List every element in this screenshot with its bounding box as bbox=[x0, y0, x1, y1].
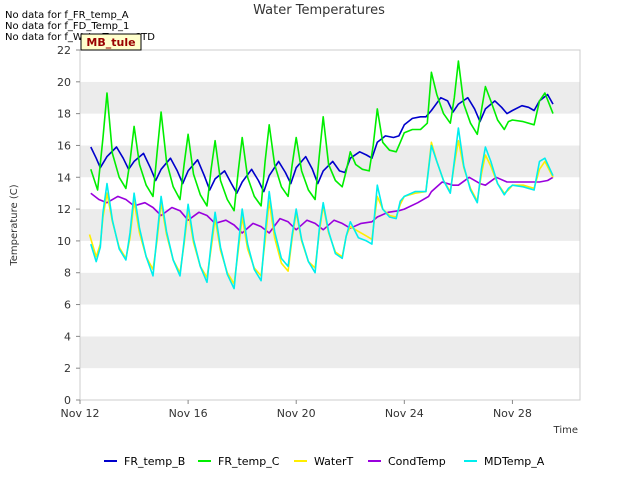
legend-label-condtemp: CondTemp bbox=[388, 455, 446, 468]
y-tick-label: 4 bbox=[64, 330, 71, 343]
y-tick-label: 12 bbox=[57, 203, 71, 216]
series-layer bbox=[88, 60, 554, 290]
legend-label-mdtemp-a: MDTemp_A bbox=[484, 455, 545, 468]
y-axis-ticks: 0 2 4 6 8 10 12 14 16 18 20 22 bbox=[57, 44, 80, 407]
background-bands bbox=[80, 50, 580, 400]
legend-label-fr-temp-c: FR_temp_C bbox=[218, 455, 280, 468]
x-tick-label: Nov 28 bbox=[493, 407, 532, 420]
series-line-mdtemp-a bbox=[90, 127, 554, 290]
series-line-fr-temp-b bbox=[90, 93, 554, 194]
x-axis-ticks: Nov 12 Nov 16 Nov 20 Nov 24 Nov 28 bbox=[61, 400, 532, 420]
y-tick-label: 22 bbox=[57, 44, 71, 57]
legend-label-watert: WaterT bbox=[314, 455, 354, 468]
y-tick-label: 2 bbox=[64, 362, 71, 375]
site-badge: MB_tule bbox=[86, 36, 135, 49]
legend-label-fr-temp-b: FR_temp_B bbox=[124, 455, 185, 468]
no-data-note-3: No data for f_WaterTemp_CTD bbox=[5, 32, 155, 43]
grid-band bbox=[80, 145, 580, 178]
y-tick-label: 16 bbox=[57, 139, 71, 152]
y-tick-label: 18 bbox=[57, 108, 71, 121]
y-tick-label: 6 bbox=[64, 299, 71, 312]
grid-band bbox=[80, 272, 580, 305]
no-data-note-2: No data for f_FD_Temp_1 bbox=[5, 21, 129, 32]
plot-area-frame bbox=[79, 49, 581, 401]
grid-band bbox=[80, 368, 580, 400]
x-tick-label: Nov 24 bbox=[385, 407, 424, 420]
no-data-note-1: No data for f_FR_temp_A bbox=[5, 10, 129, 21]
y-tick-label: 10 bbox=[57, 235, 71, 248]
y-axis-label: Temperature (C) bbox=[9, 184, 20, 266]
x-axis-label: Time bbox=[553, 425, 578, 436]
y-tick-label: 20 bbox=[57, 76, 71, 89]
chart-title: Water Temperatures bbox=[253, 3, 385, 18]
x-tick-label: Nov 16 bbox=[169, 407, 208, 420]
x-tick-label: Nov 20 bbox=[277, 407, 316, 420]
y-tick-label: 14 bbox=[57, 171, 71, 184]
legend: FR_temp_B FR_temp_C WaterT CondTemp MDTemp_A bbox=[104, 455, 545, 468]
y-tick-label: 0 bbox=[64, 394, 71, 407]
grid-band bbox=[80, 304, 580, 337]
x-tick-label: Nov 12 bbox=[61, 407, 100, 420]
series-line-fr-temp-c bbox=[90, 60, 554, 212]
grid-band bbox=[80, 240, 580, 273]
grid-band bbox=[80, 81, 580, 114]
grid-band bbox=[80, 50, 580, 82]
y-tick-label: 8 bbox=[64, 267, 71, 280]
site-badge-box bbox=[80, 33, 142, 51]
grid-band bbox=[80, 336, 580, 369]
